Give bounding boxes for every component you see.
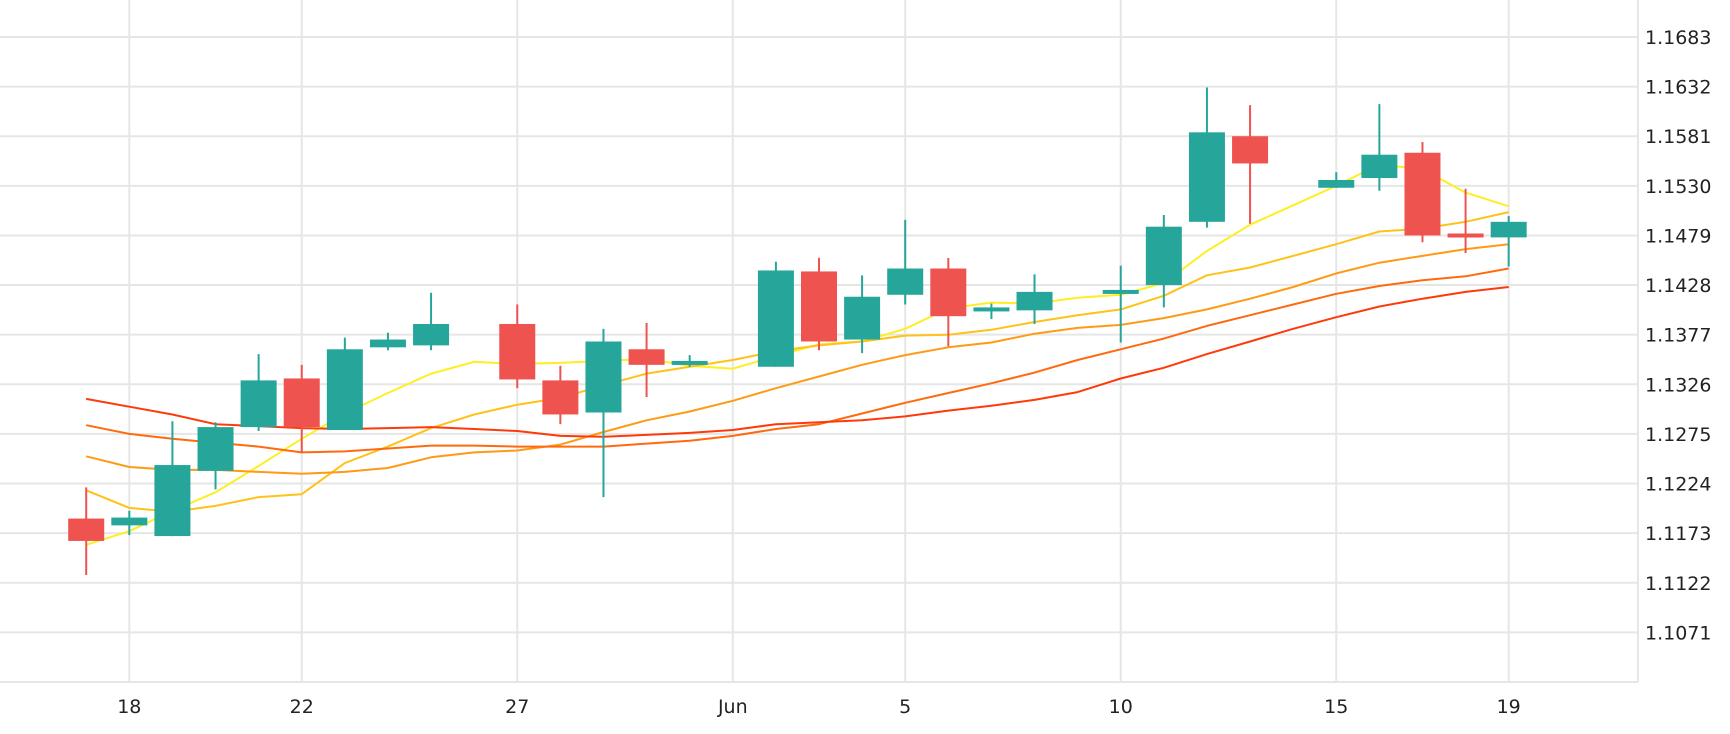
- candle-body: [326, 349, 363, 431]
- candle: [1490, 215, 1527, 267]
- y-tick-label: 1.1581: [1645, 126, 1711, 148]
- candle-body: [671, 360, 708, 365]
- x-tick-label: 18: [117, 696, 141, 718]
- candle: [1404, 142, 1441, 243]
- y-tick-label: 1.1122: [1645, 573, 1711, 595]
- candle: [1232, 105, 1269, 224]
- candle-body: [154, 465, 191, 537]
- candle: [283, 364, 320, 453]
- candles: [68, 87, 1527, 575]
- y-tick-label: 1.1377: [1645, 325, 1711, 347]
- x-tick-label: 27: [505, 696, 529, 718]
- y-axis: 1.1071 1.1122 1.1173 1.1224 1.1275 1.1326 1.13…: [1645, 27, 1711, 644]
- candle-body: [1102, 289, 1139, 294]
- candle: [542, 365, 579, 425]
- candle-body: [111, 517, 148, 526]
- candle: [1188, 87, 1225, 228]
- candle-body: [1404, 152, 1441, 236]
- candle: [1318, 172, 1355, 188]
- candle-body: [1447, 233, 1484, 238]
- candle-body: [197, 427, 234, 471]
- x-tick-label: 10: [1109, 696, 1133, 718]
- moving-average-line-4: [86, 267, 1509, 454]
- y-tick-label: 1.1530: [1645, 176, 1711, 198]
- candle-body: [1232, 136, 1269, 164]
- candle-body: [499, 323, 536, 380]
- moving-average-line-1: [85, 163, 1510, 546]
- candle: [1447, 188, 1484, 253]
- candle: [973, 303, 1010, 320]
- candle-body: [1145, 226, 1182, 286]
- candle-body: [757, 270, 794, 367]
- candle-body: [1361, 154, 1398, 179]
- candle: [1145, 215, 1182, 308]
- candle-body: [369, 339, 406, 348]
- candle: [1361, 104, 1398, 191]
- candle-body: [628, 349, 665, 365]
- candle: [1102, 265, 1139, 343]
- candle-body: [1490, 221, 1527, 238]
- candle: [887, 219, 924, 305]
- candle: [197, 422, 234, 490]
- moving-average-lines: [85, 163, 1510, 546]
- candle-body: [542, 380, 579, 415]
- x-tick-label: 22: [290, 696, 314, 718]
- candle-body: [973, 307, 1010, 312]
- candle-body: [585, 341, 622, 413]
- y-tick-label: 1.1428: [1645, 275, 1711, 297]
- x-tick-label: 19: [1497, 696, 1521, 718]
- y-tick-label: 1.1071: [1645, 622, 1711, 644]
- candle: [628, 323, 665, 397]
- candle-body: [283, 378, 320, 428]
- y-tick-label: 1.1632: [1645, 77, 1711, 99]
- moving-average-line-5: [86, 286, 1509, 438]
- y-tick-label: 1.1224: [1645, 474, 1711, 496]
- x-tick-label: Jun: [717, 696, 748, 718]
- candle: [585, 328, 622, 498]
- candle: [326, 337, 363, 431]
- candle-body: [1016, 291, 1053, 311]
- candle-body: [887, 268, 924, 295]
- candle-body: [801, 271, 837, 342]
- candle-body: [240, 380, 277, 428]
- candle-body: [68, 518, 105, 541]
- x-tick-label: 15: [1324, 696, 1348, 718]
- moving-average-line-2: [85, 211, 1509, 513]
- candle: [499, 304, 536, 389]
- candle: [801, 257, 837, 351]
- candle-body: [844, 296, 881, 340]
- y-tick-label: 1.1326: [1645, 374, 1711, 396]
- candle: [1016, 274, 1053, 324]
- candle: [68, 487, 105, 575]
- x-tick-label: 5: [899, 696, 911, 718]
- y-tick-label: 1.1275: [1645, 424, 1711, 446]
- y-tick-label: 1.1479: [1645, 225, 1711, 247]
- candle: [671, 355, 708, 367]
- candle: [757, 261, 794, 367]
- candle-body: [1188, 132, 1225, 222]
- y-tick-label: 1.1683: [1645, 27, 1711, 49]
- candle: [413, 292, 450, 351]
- x-axis: 18 22 27 Jun 5 10 15 19: [117, 696, 1521, 718]
- candle: [930, 257, 967, 347]
- y-tick-label: 1.1173: [1645, 523, 1711, 545]
- candle-body: [1318, 179, 1355, 188]
- moving-average-line-3: [85, 243, 1509, 475]
- candle: [369, 332, 406, 351]
- candle: [154, 421, 191, 537]
- candle-body: [930, 268, 967, 317]
- candle: [844, 275, 881, 354]
- candle: [111, 510, 148, 536]
- candle: [240, 354, 277, 431]
- candle-body: [413, 323, 450, 346]
